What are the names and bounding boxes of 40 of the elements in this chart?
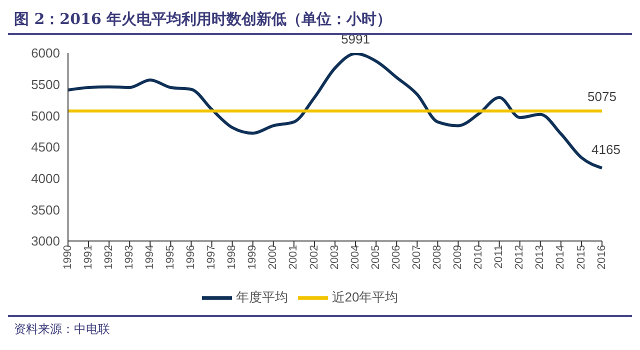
x-tick-label: 2014 <box>554 245 567 270</box>
y-tick-label: 3500 <box>31 202 60 218</box>
x-tick-label: 2007 <box>410 245 423 270</box>
x-tick-label: 1991 <box>82 245 94 270</box>
x-tick-label: 2013 <box>534 245 546 270</box>
x-tick-label: 2010 <box>472 245 485 270</box>
x-tick-label: 1990 <box>62 245 74 270</box>
x-tick-label: 1996 <box>185 245 198 270</box>
y-tick-label: 5500 <box>31 76 60 92</box>
x-tick-label: 1995 <box>164 245 176 270</box>
x-tick-label: 2015 <box>575 245 588 270</box>
legend-label: 近20年平均 <box>332 289 398 304</box>
data-label: 4165 <box>592 142 620 157</box>
x-tick-label: 2003 <box>328 245 341 270</box>
data-label: 5075 <box>588 88 616 104</box>
x-tick-label: 1993 <box>123 245 136 270</box>
text: 资料来源：中电联 <box>14 321 111 338</box>
y-tick-label: 3000 <box>31 234 60 249</box>
x-tick-label: 2005 <box>370 245 382 270</box>
x-tick-label: 1998 <box>226 245 238 270</box>
legend-label: 年度平均 <box>236 289 288 304</box>
x-tick-label: 2009 <box>452 245 464 270</box>
x-tick-label: 2016 <box>596 245 608 270</box>
x-tick-label: 2000 <box>267 245 280 270</box>
x-tick-label: 1997 <box>206 245 218 270</box>
x-tick-label: 1992 <box>102 245 115 270</box>
x-tick-label: 2012 <box>514 245 526 270</box>
y-tick-label: 4000 <box>31 170 60 186</box>
x-tick-label: 2002 <box>308 245 320 270</box>
chart-title: 图 2：2016 年火电平均利用时数创新低（单位：小时） <box>14 10 392 28</box>
y-tick-label: 6000 <box>31 46 60 61</box>
y-tick-label: 4500 <box>31 140 60 155</box>
x-tick-label: 2004 <box>349 245 362 270</box>
x-tick-label: 2011 <box>493 245 506 269</box>
x-tick-label: 2001 <box>288 245 300 270</box>
x-tick-label: 1994 <box>144 245 156 270</box>
x-tick-label: 1999 <box>246 245 259 270</box>
y-tick-label: 5000 <box>31 108 60 124</box>
x-tick-label: 2008 <box>432 245 444 270</box>
x-tick-label: 2006 <box>390 245 402 270</box>
